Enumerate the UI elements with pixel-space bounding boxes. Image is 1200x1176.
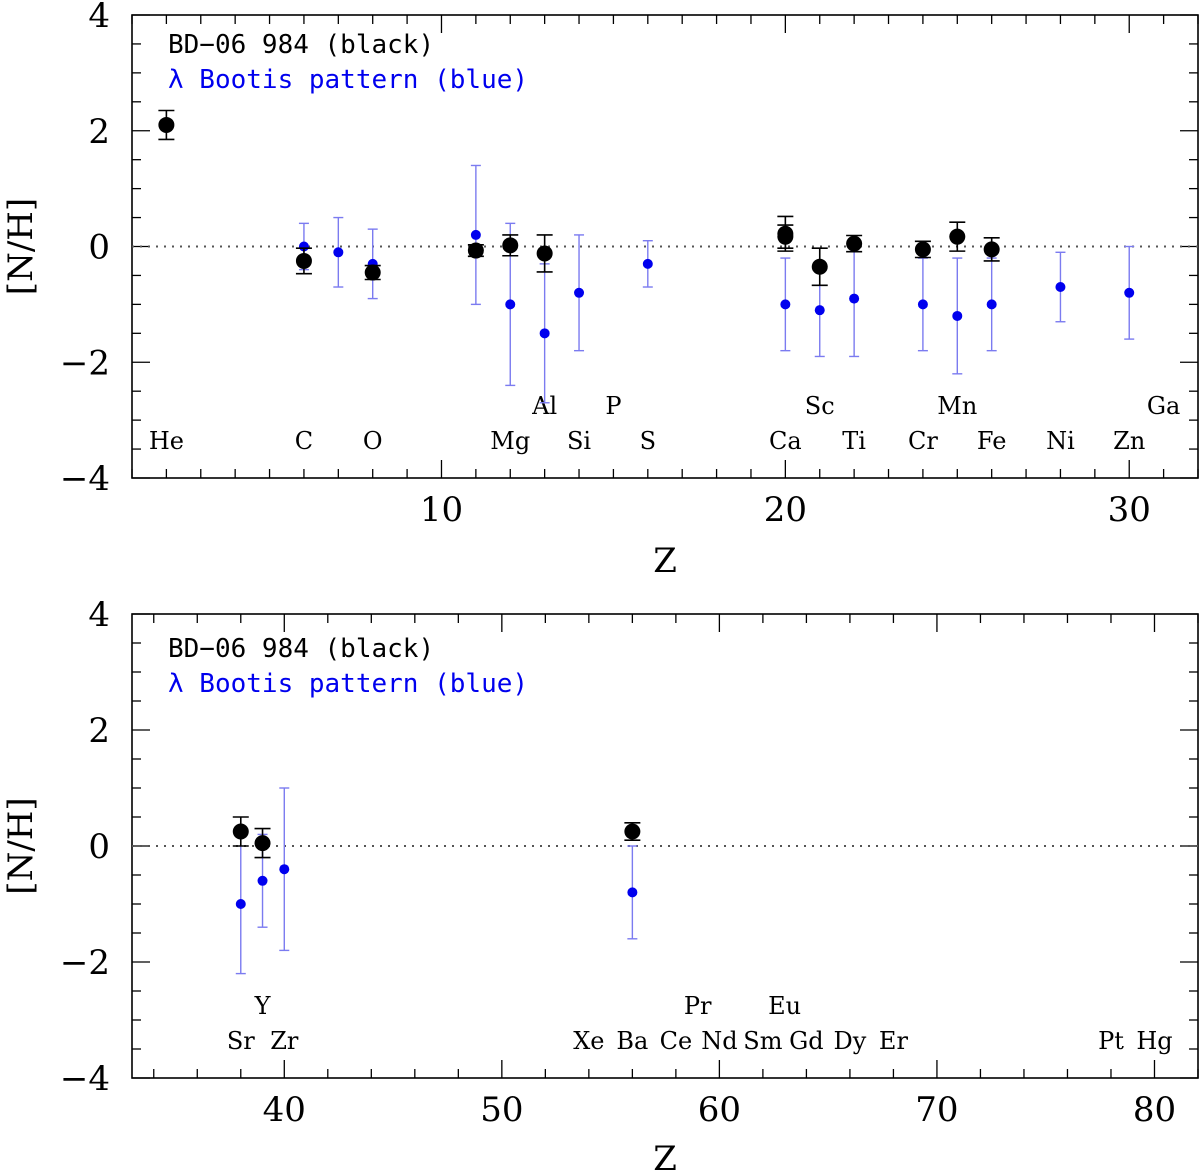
pattern-point	[917, 299, 928, 310]
pattern-point	[849, 293, 860, 304]
x-tick-label: 60	[698, 1090, 741, 1130]
x-tick-label: 80	[1133, 1090, 1176, 1130]
legend-entry-pattern: λ Bootis pattern (blue)	[168, 65, 528, 95]
star-point	[364, 264, 381, 281]
y-tick-label: −2	[60, 343, 110, 383]
star-point	[502, 237, 519, 254]
star-point	[777, 228, 794, 245]
star-point	[232, 823, 249, 840]
element-label: Y	[254, 992, 272, 1020]
pattern-point	[333, 247, 344, 258]
y-tick-label: −4	[60, 459, 110, 499]
element-label: He	[149, 427, 184, 455]
element-label: Zn	[1113, 427, 1145, 455]
y-axis-title: [N/H]	[1, 797, 41, 894]
x-axis-title: Z	[653, 1139, 677, 1171]
element-label: Fe	[977, 427, 1007, 455]
legend-entry-star: BD−06 984 (black)	[168, 30, 434, 60]
element-label: Hg	[1136, 1027, 1172, 1055]
star-point	[811, 258, 828, 275]
star-point	[624, 823, 641, 840]
star-point	[949, 228, 966, 245]
pattern-point	[279, 864, 290, 875]
y-tick-label: −2	[60, 943, 110, 983]
element-label: Sm	[743, 1027, 782, 1055]
y-tick-label: 0	[88, 827, 110, 867]
element-label: Ti	[842, 427, 866, 455]
element-label: Sr	[227, 1027, 255, 1055]
element-label: Pr	[684, 992, 712, 1020]
element-label: Pt	[1098, 1027, 1124, 1055]
star-point	[158, 116, 175, 133]
pattern-point	[627, 887, 638, 898]
star-point	[914, 241, 931, 258]
y-tick-label: 2	[88, 711, 110, 751]
pattern-point	[986, 299, 997, 310]
element-label: Mn	[937, 392, 977, 420]
pattern-point	[505, 299, 516, 310]
element-label: Ba	[616, 1027, 648, 1055]
pattern-point	[539, 328, 550, 339]
element-label: Ca	[769, 427, 802, 455]
x-tick-label: 70	[915, 1090, 958, 1130]
element-label: Dy	[834, 1027, 867, 1055]
element-label: P	[605, 392, 621, 420]
element-label: Zr	[270, 1027, 299, 1055]
element-label: Gd	[789, 1027, 824, 1055]
y-axis-title: [N/H]	[1, 198, 41, 295]
x-axis-title: Z	[653, 541, 677, 581]
element-label: S	[640, 427, 656, 455]
element-label: Mg	[490, 427, 530, 455]
x-tick-label: 50	[480, 1090, 523, 1130]
element-label: Cr	[908, 427, 938, 455]
star-point	[846, 235, 863, 252]
pattern-point	[642, 258, 653, 269]
pattern-point	[1055, 282, 1066, 293]
element-label: Nd	[701, 1027, 737, 1055]
element-label: Ni	[1046, 427, 1075, 455]
star-point	[536, 245, 553, 262]
pattern-point	[470, 229, 481, 240]
star-point	[983, 241, 1000, 258]
element-label: Xe	[573, 1027, 604, 1055]
y-tick-label: 4	[88, 595, 110, 635]
x-tick-label: 10	[420, 490, 463, 530]
element-label: Eu	[768, 992, 801, 1020]
legend-entry-star: BD−06 984 (black)	[168, 634, 434, 664]
star-point	[295, 252, 312, 269]
pattern-point	[952, 310, 963, 321]
pattern-point	[780, 299, 791, 310]
pattern-point	[257, 875, 268, 886]
legend-entry-pattern: λ Bootis pattern (blue)	[168, 669, 528, 699]
element-label: Ga	[1147, 392, 1180, 420]
element-label: Ce	[660, 1027, 693, 1055]
y-tick-label: 0	[88, 228, 110, 268]
y-tick-label: −4	[60, 1059, 110, 1099]
element-label: O	[363, 427, 383, 455]
x-tick-label: 40	[263, 1090, 306, 1130]
pattern-point	[1124, 287, 1135, 298]
x-tick-label: 20	[764, 490, 807, 530]
y-tick-label: 4	[88, 0, 110, 36]
element-label: Sc	[805, 392, 835, 420]
x-tick-label: 30	[1108, 490, 1151, 530]
pattern-point	[814, 305, 825, 316]
pattern-point	[574, 287, 585, 298]
star-point	[467, 242, 484, 259]
element-label: Er	[879, 1027, 909, 1055]
chart-panel-2: 40 50 60 70 80 4 2 0 −2 −4 Z [N/H] BD−06 984 (black)…	[1, 595, 1199, 1176]
element-label: Si	[567, 427, 591, 455]
y-tick-label: 2	[88, 112, 110, 152]
star-point	[254, 835, 271, 852]
element-label: C	[295, 427, 313, 455]
pattern-point	[235, 899, 246, 909]
